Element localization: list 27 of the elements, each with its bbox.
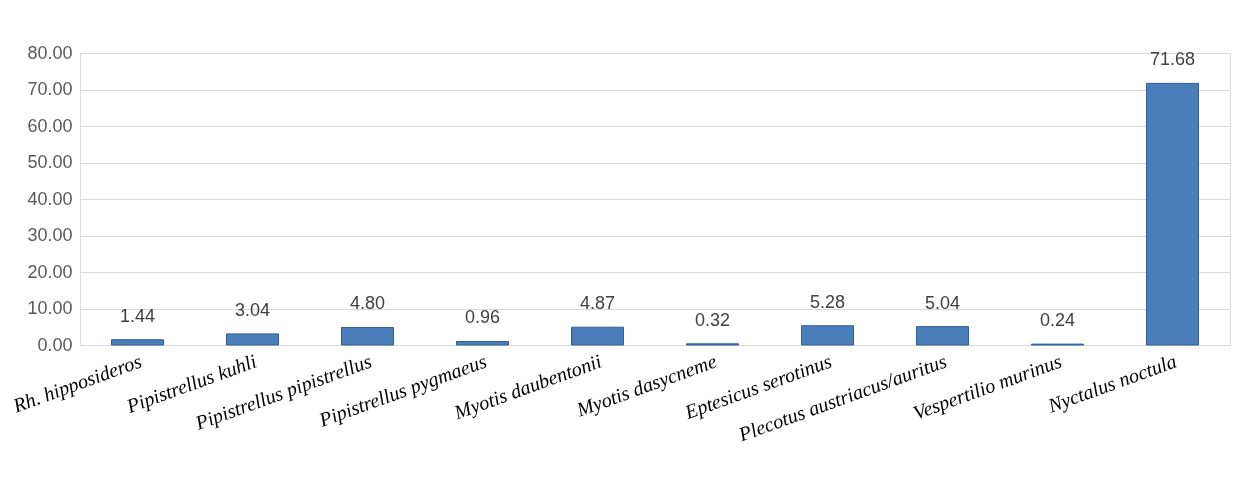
bar bbox=[571, 326, 624, 346]
y-tick-label: 30.00 bbox=[27, 225, 73, 245]
y-tick-label: 20.00 bbox=[27, 261, 73, 282]
bar bbox=[801, 325, 854, 346]
data-label: 4.87 bbox=[579, 293, 616, 314]
data-label: 1.44 bbox=[119, 305, 156, 326]
y-tick-label: 50.00 bbox=[27, 152, 73, 172]
data-label: 3.04 bbox=[234, 299, 271, 320]
data-label: 71.68 bbox=[1149, 49, 1196, 70]
data-label: 5.04 bbox=[924, 292, 961, 313]
bar bbox=[226, 333, 279, 346]
data-label: 0.96 bbox=[464, 307, 501, 328]
data-label: 0.32 bbox=[694, 309, 731, 330]
bar bbox=[111, 339, 164, 346]
y-tick-label: 40.00 bbox=[27, 188, 73, 209]
y-tick-label: 0.00 bbox=[37, 334, 73, 355]
data-label: 0.24 bbox=[1039, 310, 1076, 331]
y-tick-label: 80.00 bbox=[27, 42, 73, 63]
bar bbox=[341, 326, 394, 346]
y-tick-label: 70.00 bbox=[27, 79, 73, 99]
bar bbox=[456, 341, 509, 346]
bar bbox=[916, 326, 969, 346]
bar bbox=[1146, 82, 1199, 346]
data-label: 5.28 bbox=[809, 291, 846, 312]
y-tick-label: 10.00 bbox=[27, 298, 73, 318]
data-label: 4.80 bbox=[349, 293, 386, 314]
y-tick-label: 60.00 bbox=[27, 115, 73, 136]
